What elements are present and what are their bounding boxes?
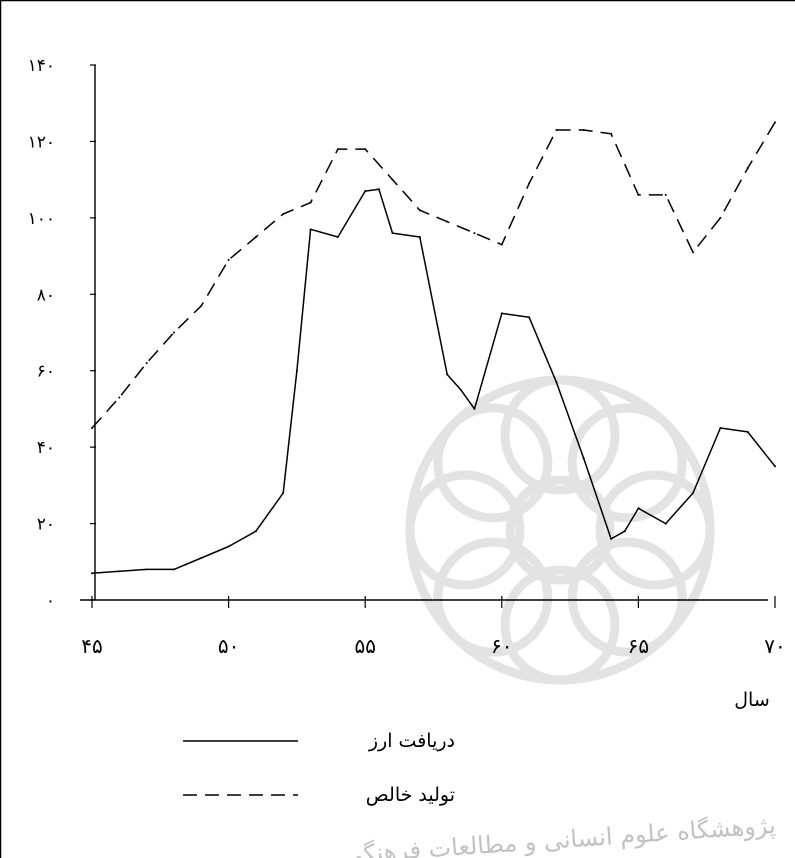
series-2-point <box>91 427 93 430</box>
series-2-point <box>637 193 640 196</box>
watermark-petal <box>500 565 620 685</box>
y-tick-label: ۸۰ <box>37 285 55 305</box>
series-2-point <box>610 132 613 135</box>
series-1-point <box>500 312 503 315</box>
watermark-petal <box>567 403 687 523</box>
series-2-point <box>719 216 722 219</box>
institute-watermark-logo <box>405 375 715 685</box>
watermark-petal <box>433 403 553 523</box>
legend-label-series-1: دریافت ارز <box>368 730 455 752</box>
series-1-point <box>295 369 298 372</box>
series-1-point <box>200 556 203 559</box>
series-1-point <box>555 381 558 384</box>
series-1-point <box>91 572 93 575</box>
series-2-point <box>227 258 230 261</box>
series-1-point <box>719 427 722 430</box>
series-1-point <box>254 530 257 533</box>
series-2-point <box>528 182 531 185</box>
series-1-point <box>528 316 531 319</box>
series-2-point <box>172 331 175 334</box>
series-1-point <box>227 545 230 548</box>
series-1-point <box>746 430 749 433</box>
series-1-point <box>118 570 121 573</box>
series-1-point <box>664 522 667 525</box>
watermark-petal <box>595 470 715 590</box>
x-tick-label: ۷۰ <box>764 634 785 658</box>
y-tick-label: ۱۴۰ <box>28 56 55 76</box>
series-2-point <box>582 128 585 131</box>
series-2-point <box>254 235 257 238</box>
watermark-ring-outer <box>405 375 715 685</box>
series-1-point <box>623 530 626 533</box>
series-2-point <box>364 148 367 151</box>
series-1-point <box>282 492 285 494</box>
series-line-2 <box>91 121 776 429</box>
y-tick-label: ۱۰۰ <box>28 209 55 229</box>
series-1-point <box>145 568 148 571</box>
y-tick-label: ۱۲۰ <box>28 132 55 152</box>
series-2-point <box>555 128 558 131</box>
series-2-point <box>282 213 285 216</box>
series-2-point <box>336 148 339 151</box>
series-2-point <box>391 178 394 181</box>
series-1-point <box>692 492 695 494</box>
legend: دریافت ارز تولید خالص <box>183 730 455 806</box>
series-2-point <box>473 232 476 235</box>
series-1-point <box>391 232 394 235</box>
x-tick-label: ۴۵ <box>81 634 102 658</box>
series-1-point <box>418 235 421 238</box>
series-1-point <box>774 465 776 468</box>
series-2-point <box>692 251 695 254</box>
y-tick-label: ۰ <box>46 591 55 611</box>
series-2-point <box>664 193 667 196</box>
series-2-point <box>200 304 203 307</box>
series-1-point <box>473 407 476 410</box>
x-tick-label: ۶۵ <box>628 634 649 658</box>
watermark-petal <box>500 375 620 495</box>
series-1-point <box>172 568 175 571</box>
series-2-point <box>500 243 503 246</box>
series-2-point <box>446 220 449 223</box>
series-2-point <box>418 209 421 212</box>
y-tick-label: ۴۰ <box>37 438 55 458</box>
watermark-ring-inner <box>505 475 615 585</box>
series-1-point <box>446 373 449 376</box>
x-tick-label: ۵۰ <box>218 634 239 658</box>
series-line-1 <box>91 188 776 575</box>
series-2-point <box>118 396 121 399</box>
series-2-point <box>309 201 312 204</box>
series-1-point <box>637 507 640 510</box>
y-tick-label: ۲۰ <box>37 515 55 535</box>
series-1-point <box>459 388 462 391</box>
series-1-point <box>610 537 613 540</box>
watermark-petal <box>567 537 687 657</box>
series-2-point <box>145 362 148 365</box>
x-tick-label: ۶۰ <box>491 634 512 658</box>
y-tick-label: ۶۰ <box>37 362 55 382</box>
x-axis-label: سال <box>734 689 770 711</box>
watermark-petal <box>405 470 525 590</box>
x-tick-label: ۵۵ <box>354 634 375 658</box>
legend-label-series-2: تولید خالص <box>366 784 455 806</box>
series-1-point <box>309 228 312 231</box>
series-1-point <box>582 457 585 460</box>
watermark-petal <box>433 537 553 657</box>
series-2-point <box>746 167 749 170</box>
series-2-point <box>774 121 776 124</box>
series-1-point <box>336 235 339 238</box>
series-1-point <box>377 188 380 191</box>
series-1-point <box>364 190 367 193</box>
